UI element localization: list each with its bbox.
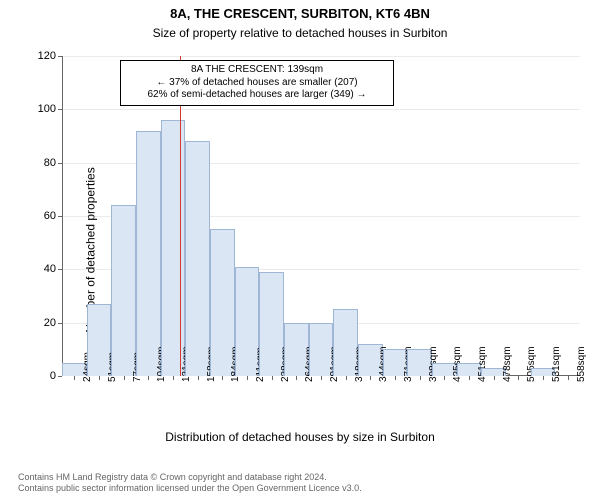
footer-line-2: Contains public sector information licen… [18, 483, 362, 494]
histogram-chart: 8A, THE CRESCENT, SURBITON, KT6 4BN Size… [0, 0, 600, 500]
x-tick-mark [272, 376, 273, 380]
x-axis-label: Distribution of detached houses by size … [0, 430, 600, 444]
annotation-line: 62% of semi-detached houses are larger (… [127, 89, 387, 102]
annotation-line: ← 37% of detached houses are smaller (20… [127, 77, 387, 90]
x-tick-mark [247, 376, 248, 380]
x-tick-mark [148, 376, 149, 380]
x-tick-label: 558sqm [572, 346, 587, 382]
x-tick-mark [222, 376, 223, 380]
x-tick-mark [346, 376, 347, 380]
footer-line-1: Contains HM Land Registry data © Crown c… [18, 472, 362, 483]
x-tick-label: 478sqm [498, 346, 513, 382]
chart-subtitle: Size of property relative to detached ho… [0, 26, 600, 40]
x-tick-mark [198, 376, 199, 380]
histogram-bar [161, 120, 186, 376]
histogram-bar [136, 131, 161, 376]
x-tick-mark [370, 376, 371, 380]
x-tick-mark [124, 376, 125, 380]
x-tick-mark [444, 376, 445, 380]
chart-title: 8A, THE CRESCENT, SURBITON, KT6 4BN [0, 6, 600, 21]
annotation-box: 8A THE CRESCENT: 139sqm← 37% of detached… [120, 60, 394, 106]
x-tick-mark [74, 376, 75, 380]
y-axis-line [62, 56, 63, 376]
x-tick-mark [543, 376, 544, 380]
x-tick-mark [518, 376, 519, 380]
footer-attribution: Contains HM Land Registry data © Crown c… [18, 472, 362, 495]
x-tick-label: 505sqm [522, 346, 537, 382]
x-tick-label: 451sqm [473, 346, 488, 382]
grid-line [62, 109, 580, 110]
x-tick-mark [173, 376, 174, 380]
x-tick-mark [568, 376, 569, 380]
x-tick-mark [395, 376, 396, 380]
x-tick-mark [420, 376, 421, 380]
x-tick-mark [494, 376, 495, 380]
x-tick-mark [99, 376, 100, 380]
x-tick-label: 531sqm [547, 346, 562, 382]
y-tick-mark [58, 376, 62, 377]
x-tick-mark [296, 376, 297, 380]
histogram-bar [111, 205, 136, 376]
grid-line [62, 56, 580, 57]
x-tick-mark [469, 376, 470, 380]
histogram-bar [185, 141, 210, 376]
x-tick-mark [321, 376, 322, 380]
annotation-line: 8A THE CRESCENT: 139sqm [127, 64, 387, 77]
